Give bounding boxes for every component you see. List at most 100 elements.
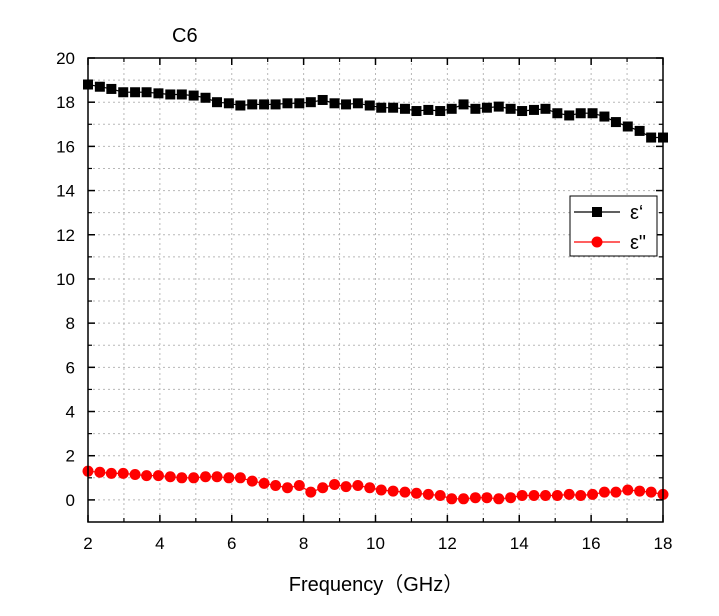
data-point-circle (387, 485, 399, 497)
data-point-square (364, 100, 375, 111)
data-point-circle (563, 488, 575, 500)
x-tick-label: 6 (227, 534, 236, 553)
data-point-square (94, 81, 105, 92)
data-point-square (153, 88, 164, 99)
data-point-circle (117, 467, 129, 479)
data-point-circle (129, 468, 141, 480)
legend: ε‘ ε" (569, 195, 658, 257)
data-point-circle (281, 482, 293, 494)
data-point-circle (481, 492, 493, 504)
data-point-square (130, 87, 141, 98)
data-point-circle (200, 471, 212, 483)
series-2 (82, 465, 669, 505)
data-point-square (552, 108, 563, 119)
data-point-circle (610, 486, 622, 498)
data-point-square (411, 106, 422, 117)
data-point-circle (234, 472, 246, 484)
data-point-square (481, 102, 492, 113)
data-point-square (458, 99, 469, 110)
data-point-square (587, 108, 598, 119)
data-point-circle (422, 488, 434, 500)
data-point-circle (211, 471, 223, 483)
y-tick-label: 10 (56, 270, 75, 289)
y-tick-label: 14 (56, 182, 75, 201)
data-point-circle (622, 484, 634, 496)
data-point-circle (246, 475, 258, 487)
data-point-square (352, 98, 363, 109)
data-point-circle (434, 489, 446, 501)
data-point-square (165, 89, 176, 100)
data-point-circle (152, 470, 164, 482)
data-point-square (599, 111, 610, 122)
legend-label-series-1: ε‘ (630, 202, 643, 224)
data-point-circle (176, 472, 188, 484)
data-point-circle (493, 493, 505, 505)
data-point-square (294, 98, 305, 109)
data-point-square (575, 108, 586, 119)
data-point-square (564, 110, 575, 121)
y-tick-label: 8 (66, 314, 75, 333)
data-point-circle (94, 466, 106, 478)
data-point-square (435, 106, 446, 117)
data-point-square (329, 98, 340, 109)
legend-marker-series-1 (592, 207, 602, 217)
data-point-circle (551, 489, 563, 501)
data-point-square (388, 102, 399, 113)
data-point-circle (340, 481, 352, 493)
data-point-circle (329, 478, 341, 490)
data-point-circle (270, 480, 282, 492)
data-point-circle (223, 472, 235, 484)
legend-label-series-2: ε" (630, 232, 646, 254)
y-tick-label: 4 (66, 403, 75, 422)
data-point-circle (305, 486, 317, 498)
data-point-circle (528, 489, 540, 501)
data-point-square (247, 99, 258, 110)
x-tick-label: 10 (366, 534, 385, 553)
data-point-circle (634, 485, 646, 497)
data-point-square (282, 98, 293, 109)
data-point-circle (293, 480, 305, 492)
chart-title: C6 (172, 25, 198, 47)
data-point-square (446, 103, 457, 114)
data-point-square (212, 97, 223, 108)
data-point-square (540, 103, 551, 114)
data-point-circle (258, 477, 270, 489)
data-point-square (270, 99, 281, 110)
data-point-square (259, 99, 270, 110)
data-point-circle (164, 471, 176, 483)
data-point-square (505, 103, 516, 114)
data-point-square (517, 106, 528, 117)
data-point-circle (399, 486, 411, 498)
data-point-circle (446, 493, 458, 505)
data-point-circle (364, 482, 376, 494)
x-tick-label: 8 (299, 534, 308, 553)
data-point-circle (105, 467, 117, 479)
data-point-square (235, 100, 246, 111)
data-point-circle (505, 492, 517, 504)
data-point-circle (458, 493, 470, 505)
x-tick-label: 14 (510, 534, 529, 553)
data-point-square (141, 87, 152, 98)
grid (88, 58, 663, 522)
x-tick-label: 12 (438, 534, 457, 553)
data-point-square (118, 87, 129, 98)
x-tick-label: 2 (83, 534, 92, 553)
data-point-circle (352, 480, 364, 492)
data-point-circle (188, 472, 200, 484)
data-point-square (200, 92, 211, 103)
legend-box (569, 195, 658, 257)
data-point-square (610, 117, 621, 128)
data-point-square (470, 103, 481, 114)
data-point-square (634, 125, 645, 136)
data-point-circle (516, 489, 528, 501)
x-axis-title: Frequency（GHz） (289, 573, 464, 596)
data-point-square (622, 121, 633, 132)
legend-marker-series-2 (591, 236, 603, 248)
data-point-square (223, 98, 234, 109)
y-tick-label: 12 (56, 226, 75, 245)
x-tick-label: 16 (582, 534, 601, 553)
data-point-square (528, 104, 539, 115)
series-layer (82, 79, 669, 505)
y-tick-label: 20 (56, 49, 75, 68)
data-point-circle (141, 470, 153, 482)
